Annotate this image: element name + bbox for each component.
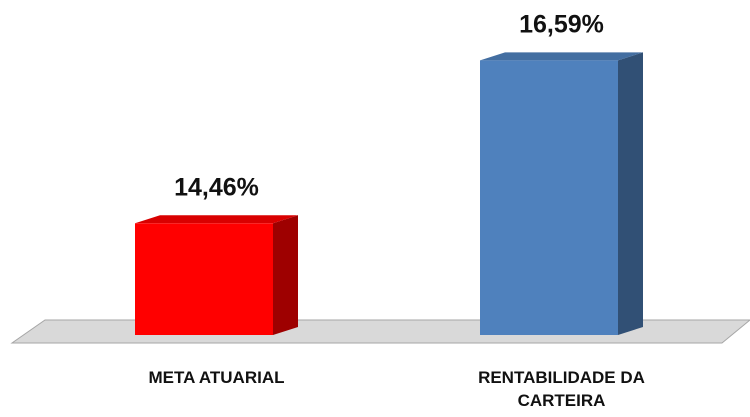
- value-label: 16,59%: [519, 10, 604, 38]
- bar-front: [480, 60, 618, 336]
- bar-side: [273, 215, 298, 335]
- bar-side: [618, 52, 643, 336]
- bar: [135, 215, 298, 335]
- category-label: RENTABILIDADE DA CARTEIRA: [478, 368, 645, 410]
- bar: [480, 52, 643, 336]
- bar-front: [135, 223, 273, 335]
- category-label: META ATUARIAL: [148, 368, 285, 387]
- bar-top: [480, 52, 643, 61]
- value-label: 14,46%: [174, 173, 259, 201]
- bar-top: [135, 215, 298, 224]
